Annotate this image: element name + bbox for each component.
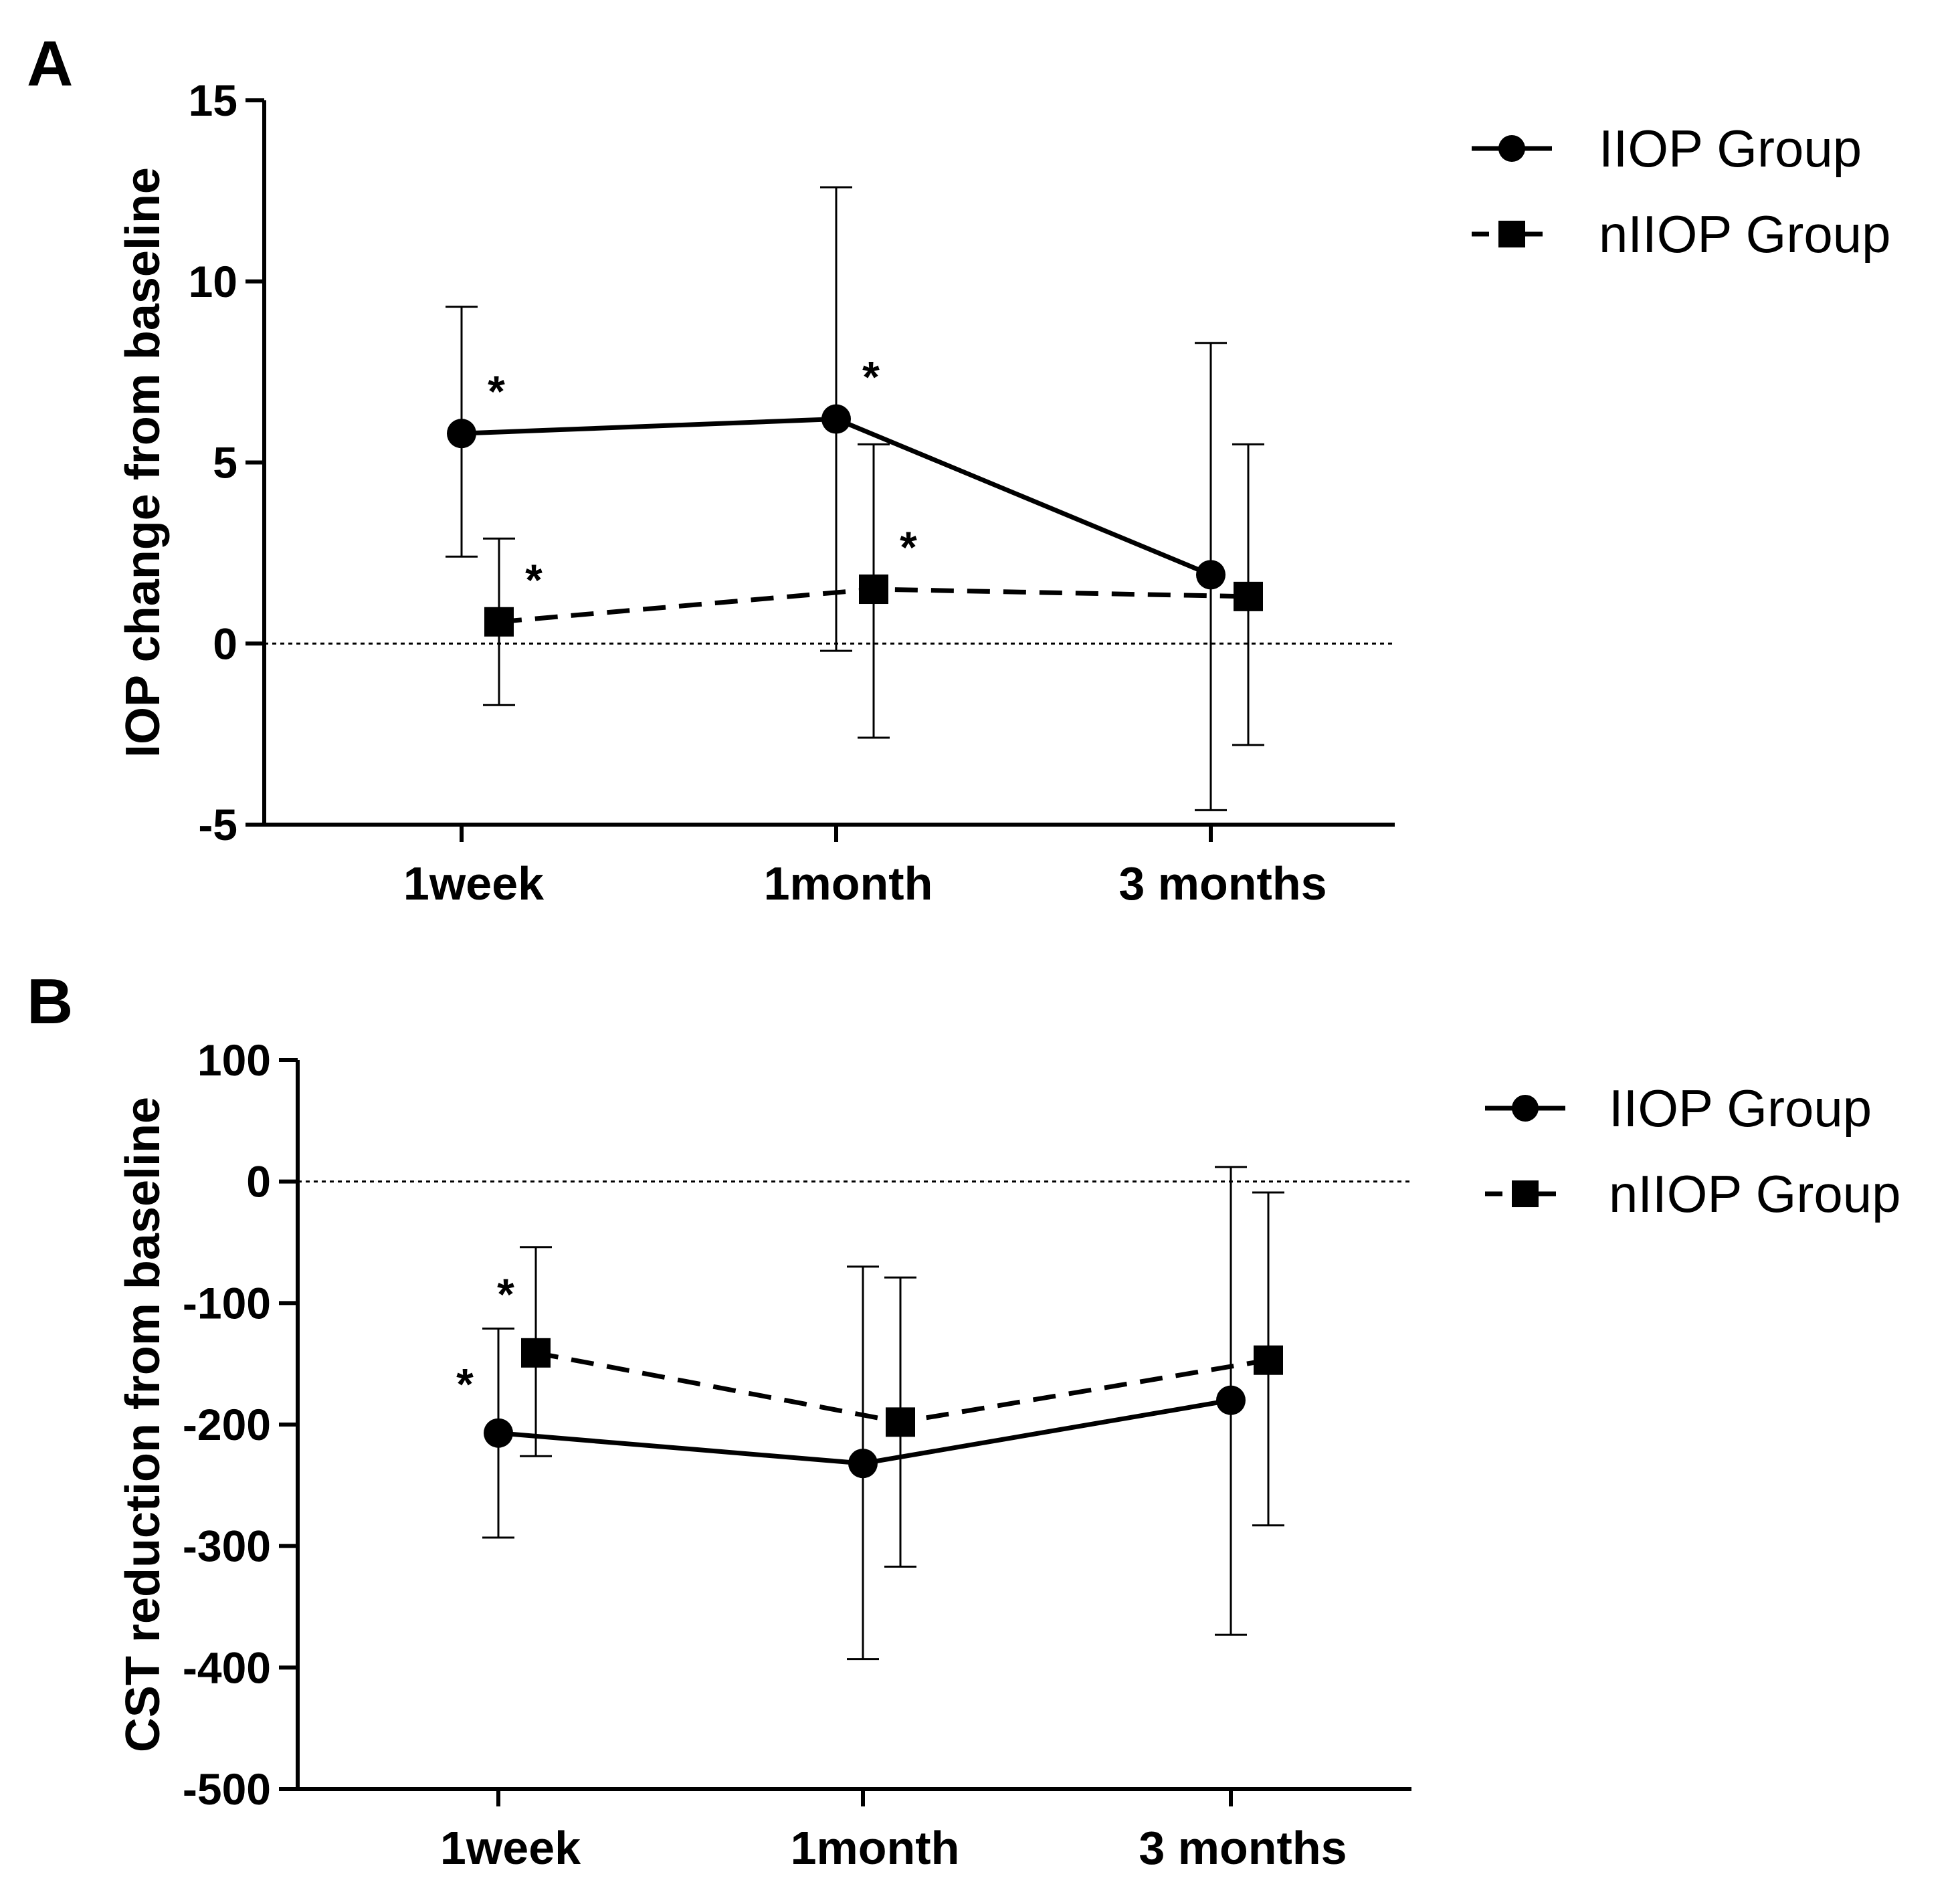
- significance-marker: *: [456, 1360, 474, 1409]
- y-tick-label: -5: [198, 800, 237, 849]
- x-category-label: 1week: [403, 857, 544, 910]
- significance-marker: *: [497, 1269, 514, 1319]
- legend-label: nIIOP Group: [1599, 205, 1890, 264]
- x-category-label: 1week: [440, 1822, 581, 1874]
- y-tick-label: -400: [183, 1643, 271, 1692]
- y-axis-title: IOP change from baseline: [116, 167, 170, 758]
- legend-label: IIOP Group: [1609, 1079, 1872, 1138]
- data-point: [886, 1407, 915, 1437]
- y-tick-label: 15: [189, 76, 237, 125]
- x-category-label: 3 months: [1139, 1822, 1347, 1874]
- legend-marker: [1512, 1095, 1539, 1122]
- y-tick-label: 0: [213, 619, 237, 668]
- significance-marker: *: [525, 555, 543, 605]
- y-tick-label: -200: [183, 1400, 271, 1449]
- y-tick-label: 0: [246, 1157, 271, 1207]
- y-axis-title: CST reduction from baseline: [116, 1097, 170, 1752]
- data-point: [447, 419, 476, 449]
- panel-letter: A: [27, 28, 73, 100]
- y-tick-label: -300: [183, 1522, 271, 1571]
- series-niiop: *: [497, 1191, 1284, 1568]
- data-point: [1216, 1385, 1246, 1415]
- legend-label: nIIOP Group: [1609, 1164, 1900, 1223]
- panel-a: A -5 0 5 10 15 1week 1month 3 months IOP change f…: [27, 28, 1890, 910]
- significance-marker: *: [862, 352, 880, 402]
- series-niiop: **: [483, 443, 1264, 746]
- x-category-label: 1month: [791, 1822, 960, 1874]
- data-point: [1234, 581, 1263, 611]
- series-iiop: * *: [446, 186, 1227, 811]
- data-point: [521, 1338, 551, 1368]
- data-point: [848, 1449, 878, 1479]
- series-iiop: *: [456, 1166, 1247, 1661]
- significance-marker: *: [900, 522, 917, 572]
- x-category-label: 1month: [764, 857, 933, 910]
- data-point: [859, 575, 888, 605]
- legend-marker: [1512, 1180, 1539, 1207]
- panel-b: B -500 -400 -300 -200 -100 0 100 1week 1month 3 mo…: [27, 966, 1900, 1874]
- significance-marker: *: [488, 367, 505, 416]
- data-point: [484, 607, 514, 637]
- y-tick-label: 5: [213, 438, 237, 488]
- x-category-label: 3 months: [1118, 857, 1327, 910]
- data-point: [1254, 1345, 1283, 1375]
- y-tick-label: -500: [183, 1764, 271, 1814]
- data-point: [1196, 560, 1226, 590]
- data-point: [821, 404, 851, 434]
- panel-letter: B: [27, 966, 73, 1037]
- legend-label: IIOP Group: [1599, 119, 1862, 178]
- data-point: [484, 1418, 513, 1448]
- y-tick-label: 10: [189, 257, 237, 306]
- y-tick-label: 100: [197, 1035, 271, 1085]
- legend-marker: [1498, 221, 1525, 247]
- y-tick-label: -100: [183, 1278, 271, 1328]
- legend-marker: [1498, 135, 1525, 162]
